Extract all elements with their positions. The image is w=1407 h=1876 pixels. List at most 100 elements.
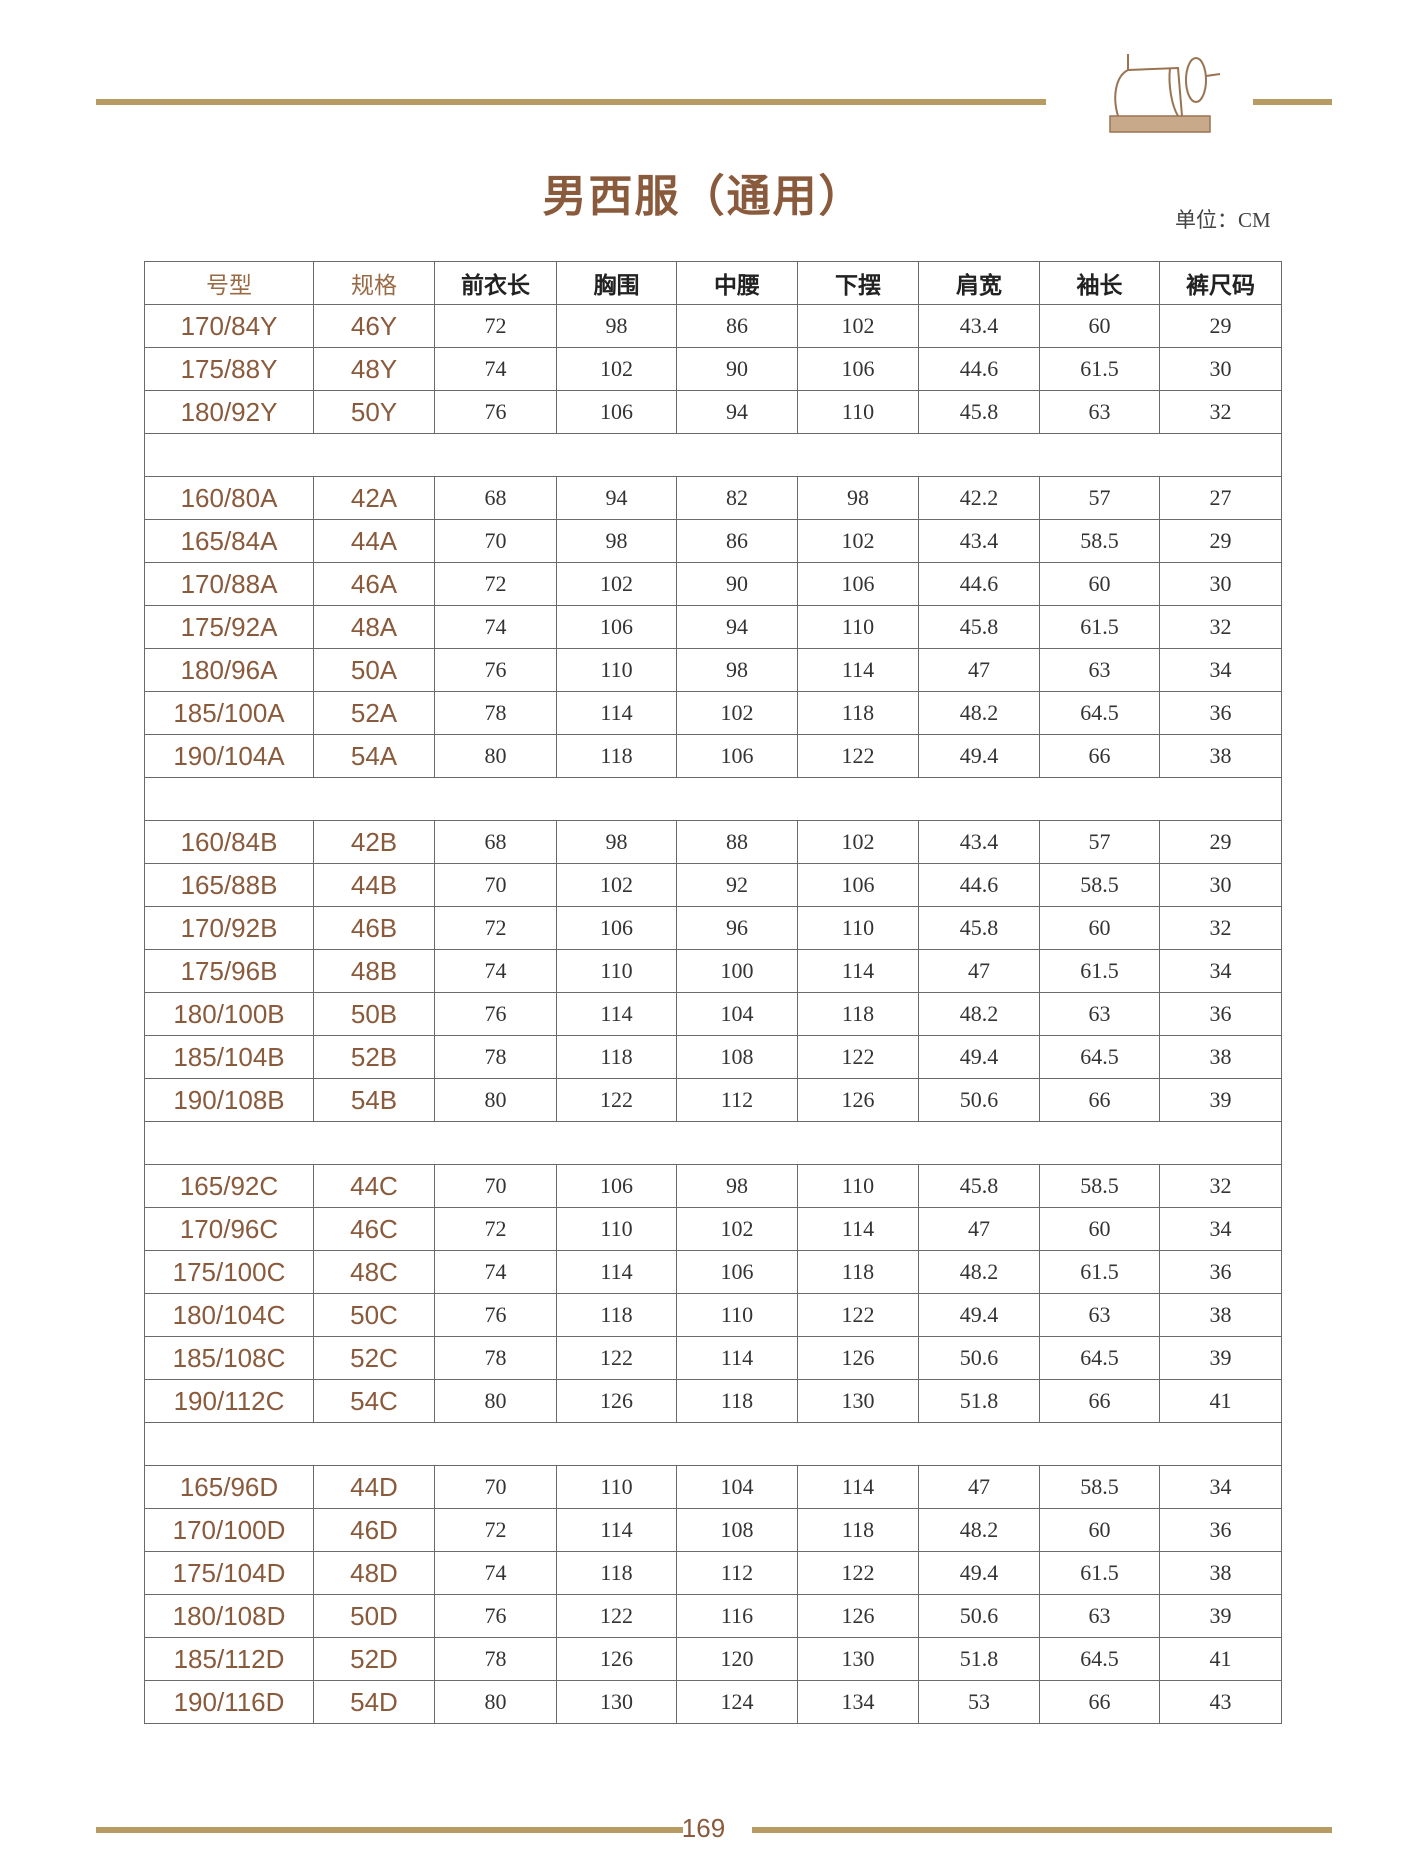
measurement-cell: 38	[1159, 1035, 1282, 1079]
size-type-cell: 190/112C	[144, 1379, 314, 1423]
measurement-cell: 72	[434, 1508, 557, 1552]
measurement-cell: 112	[676, 1078, 798, 1122]
size-type-cell: 185/108C	[144, 1336, 314, 1380]
measurement-cell: 110	[676, 1293, 798, 1337]
measurement-cell: 70	[434, 519, 557, 563]
measurement-cell: 57	[1039, 820, 1160, 864]
measurement-cell: 90	[676, 347, 798, 391]
measurement-cell: 58.5	[1039, 1465, 1160, 1509]
measurement-cell: 61.5	[1039, 347, 1160, 391]
measurement-cell: 29	[1159, 519, 1282, 563]
measurement-cell: 32	[1159, 605, 1282, 649]
size-type-cell: 180/108D	[144, 1594, 314, 1638]
column-header: 袖长	[1039, 261, 1160, 305]
measurement-cell: 48.2	[918, 992, 1040, 1036]
measurement-cell: 29	[1159, 304, 1282, 348]
spec-cell: 46B	[313, 906, 435, 950]
spec-cell: 54A	[313, 734, 435, 778]
table-row: 165/92C 44C 70 106 98 110 45.8 58.5 32	[144, 1164, 1282, 1208]
measurement-cell: 74	[434, 347, 557, 391]
spec-cell: 42A	[313, 476, 435, 520]
size-type-cell: 165/88B	[144, 863, 314, 907]
separator-cell	[144, 1121, 1282, 1165]
measurement-cell: 110	[556, 648, 677, 692]
measurement-cell: 60	[1039, 562, 1160, 606]
column-header: 中腰	[676, 261, 798, 305]
measurement-cell: 122	[797, 1293, 919, 1337]
measurement-cell: 47	[918, 1207, 1040, 1251]
measurement-cell: 30	[1159, 347, 1282, 391]
measurement-cell: 106	[556, 906, 677, 950]
measurement-cell: 110	[556, 949, 677, 993]
size-type-cell: 175/92A	[144, 605, 314, 649]
measurement-cell: 68	[434, 820, 557, 864]
measurement-cell: 102	[556, 863, 677, 907]
measurement-cell: 44.6	[918, 863, 1040, 907]
measurement-cell: 58.5	[1039, 519, 1160, 563]
measurement-cell: 114	[797, 1465, 919, 1509]
measurement-cell: 118	[797, 1250, 919, 1294]
measurement-cell: 124	[676, 1680, 798, 1724]
measurement-cell: 122	[556, 1078, 677, 1122]
measurement-cell: 51.8	[918, 1637, 1040, 1681]
measurement-cell: 102	[556, 562, 677, 606]
measurement-cell: 98	[556, 519, 677, 563]
measurement-cell: 47	[918, 949, 1040, 993]
size-type-cell: 180/104C	[144, 1293, 314, 1337]
measurement-cell: 76	[434, 1594, 557, 1638]
size-type-cell: 170/88A	[144, 562, 314, 606]
measurement-cell: 102	[797, 519, 919, 563]
spec-cell: 44B	[313, 863, 435, 907]
measurement-cell: 48.2	[918, 1250, 1040, 1294]
measurement-cell: 72	[434, 1207, 557, 1251]
measurement-cell: 78	[434, 1336, 557, 1380]
spec-cell: 48Y	[313, 347, 435, 391]
measurement-cell: 36	[1159, 992, 1282, 1036]
table-row: 175/88Y 48Y 74 102 90 106 44.6 61.5 30	[144, 347, 1282, 391]
table-row: 175/92A 48A 74 106 94 110 45.8 61.5 32	[144, 605, 1282, 649]
measurement-cell: 41	[1159, 1379, 1282, 1423]
table-row: 180/92Y 50Y 76 106 94 110 45.8 63 32	[144, 390, 1282, 434]
measurement-cell: 47	[918, 648, 1040, 692]
measurement-cell: 60	[1039, 906, 1160, 950]
measurement-cell: 64.5	[1039, 691, 1160, 735]
measurement-cell: 61.5	[1039, 949, 1160, 993]
measurement-cell: 36	[1159, 1250, 1282, 1294]
spec-cell: 48B	[313, 949, 435, 993]
spec-cell: 54D	[313, 1680, 435, 1724]
table-row: 170/96C 46C 72 110 102 114 47 60 34	[144, 1207, 1282, 1251]
table-row: 180/100B 50B 76 114 104 118 48.2 63 36	[144, 992, 1282, 1036]
measurement-cell: 76	[434, 390, 557, 434]
measurement-cell: 74	[434, 1250, 557, 1294]
measurement-cell: 114	[556, 691, 677, 735]
measurement-cell: 98	[676, 1164, 798, 1208]
measurement-cell: 68	[434, 476, 557, 520]
group-separator-row	[144, 777, 1282, 821]
measurement-cell: 80	[434, 734, 557, 778]
measurement-cell: 45.8	[918, 1164, 1040, 1208]
measurement-cell: 42.2	[918, 476, 1040, 520]
measurement-cell: 110	[797, 1164, 919, 1208]
measurement-cell: 43.4	[918, 820, 1040, 864]
measurement-cell: 70	[434, 1164, 557, 1208]
sewing-machine-logo	[1109, 54, 1221, 133]
measurement-cell: 38	[1159, 1293, 1282, 1337]
table-row: 185/112D 52D 78 126 120 130 51.8 64.5 41	[144, 1637, 1282, 1681]
size-type-cell: 180/96A	[144, 648, 314, 692]
measurement-cell: 34	[1159, 1207, 1282, 1251]
measurement-cell: 30	[1159, 562, 1282, 606]
measurement-cell: 49.4	[918, 1551, 1040, 1595]
page-number: 169	[681, 1813, 726, 1843]
measurement-cell: 34	[1159, 949, 1282, 993]
measurement-cell: 112	[676, 1551, 798, 1595]
column-header: 下摆	[797, 261, 919, 305]
size-type-cell: 175/96B	[144, 949, 314, 993]
size-type-cell: 170/96C	[144, 1207, 314, 1251]
measurement-cell: 78	[434, 1035, 557, 1079]
measurement-cell: 130	[556, 1680, 677, 1724]
table-row: 165/88B 44B 70 102 92 106 44.6 58.5 30	[144, 863, 1282, 907]
spec-cell: 50C	[313, 1293, 435, 1337]
size-type-cell: 170/92B	[144, 906, 314, 950]
measurement-cell: 106	[797, 347, 919, 391]
size-type-cell: 190/104A	[144, 734, 314, 778]
